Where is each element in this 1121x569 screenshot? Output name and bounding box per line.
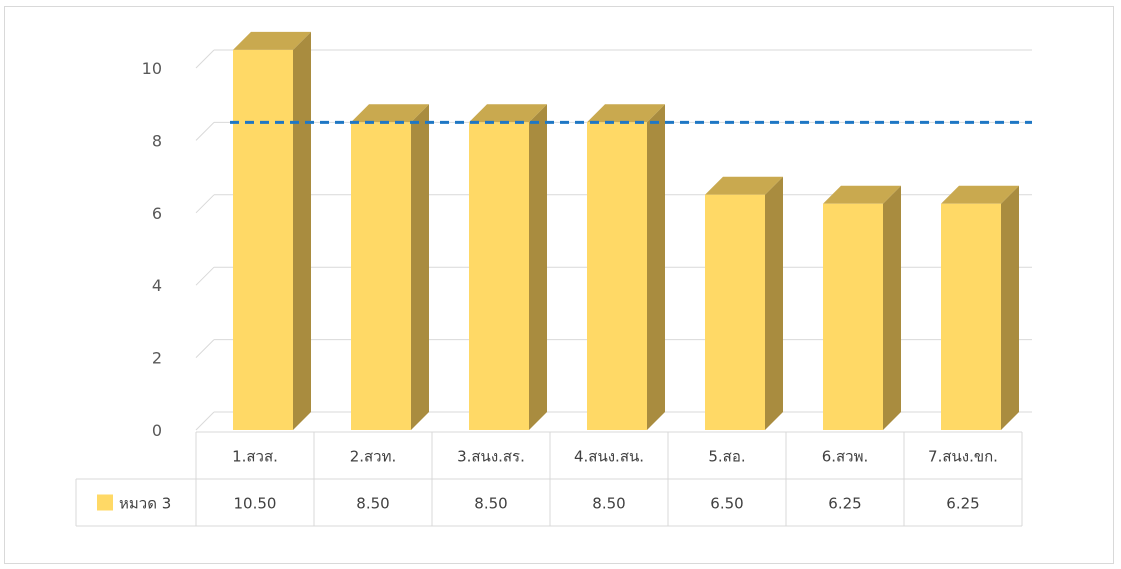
value-label: 10.50	[234, 495, 277, 513]
value-label: 6.50	[710, 495, 743, 513]
y-tick-label: 8	[152, 131, 162, 150]
value-label: 8.50	[592, 495, 625, 513]
data-table: 1.สวส. 10.50 2.สวท. 8.50 3.สนง.สร. 8.50 4.สนง.…	[75, 431, 1023, 527]
category-label: 5.สอ.	[708, 448, 745, 466]
value-label: 8.50	[474, 495, 507, 513]
y-tick-label: 2	[152, 349, 162, 368]
gridline	[195, 49, 1032, 69]
legend-swatch	[97, 494, 113, 511]
bars	[233, 31, 1019, 431]
legend-series-name: หมวด 3	[119, 495, 171, 513]
value-label: 6.25	[828, 495, 861, 513]
bar	[469, 104, 547, 431]
y-tick-label: 4	[152, 276, 162, 295]
bar	[233, 31, 311, 431]
category-label: 4.สนง.สน.	[574, 448, 644, 466]
y-tick-label: 6	[152, 204, 162, 223]
category-label: 7.สนง.ขก.	[928, 448, 998, 466]
bar	[941, 185, 1019, 430]
bar	[351, 104, 429, 431]
bar	[587, 104, 665, 431]
category-label: 3.สนง.สร.	[457, 448, 525, 466]
value-label: 6.25	[946, 495, 979, 513]
category-label: 2.สวท.	[350, 448, 397, 466]
value-label: 8.50	[356, 495, 389, 513]
category-label: 1.สวส.	[232, 448, 278, 466]
bar	[705, 176, 783, 430]
y-tick-label: 0	[152, 421, 162, 440]
chart-frame	[4, 6, 1114, 564]
y-axis-ticks: 0 2 4 6 8 10	[142, 59, 162, 440]
y-tick-label: 10	[142, 59, 162, 78]
category-label: 6.สวพ.	[822, 448, 869, 466]
bar	[823, 185, 901, 430]
